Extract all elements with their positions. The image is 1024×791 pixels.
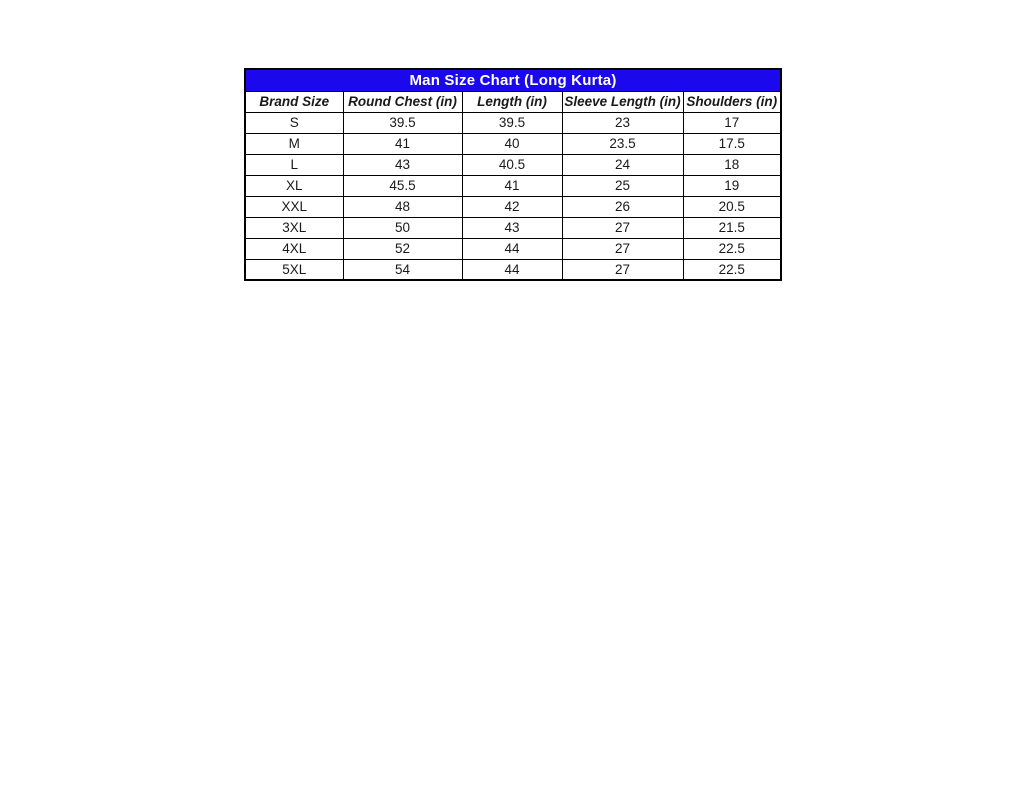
brand-size-cell: S (244, 111, 344, 134)
measurement-cell: 40 (461, 132, 563, 155)
brand-size-cell: XXL (244, 195, 344, 218)
measurement-cell: 22.5 (682, 258, 782, 281)
measurement-cell: 19 (682, 174, 782, 197)
measurement-cell: 17.5 (682, 132, 782, 155)
measurement-cell: 23.5 (561, 132, 684, 155)
table-row: XXL 48 42 26 20.5 (244, 195, 782, 218)
table-row: XL 45.5 41 25 19 (244, 174, 782, 197)
brand-size-cell: 5XL (244, 258, 344, 281)
brand-size-cell: XL (244, 174, 344, 197)
measurement-cell: 24 (561, 153, 684, 176)
table-body: S 39.5 39.5 23 17 M 41 40 23.5 17.5 L 43 40.5 24 18 XL 4… (244, 111, 782, 281)
column-header: Length (in) (461, 90, 563, 113)
table-row: L 43 40.5 24 18 (244, 153, 782, 176)
measurement-cell: 39.5 (342, 111, 463, 134)
size-chart-table: Man Size Chart (Long Kurta) Brand Size Ro… (244, 68, 783, 281)
table-row: 5XL 54 44 27 22.5 (244, 258, 782, 281)
brand-size-cell: 4XL (244, 237, 344, 260)
measurement-cell: 48 (342, 195, 463, 218)
measurement-cell: 52 (342, 237, 463, 260)
table-header-row: Brand Size Round Chest (in) Length (in) Sle… (244, 90, 782, 113)
measurement-cell: 41 (461, 174, 563, 197)
column-header: Round Chest (in) (342, 90, 463, 113)
measurement-cell: 44 (461, 258, 563, 281)
measurement-cell: 18 (682, 153, 782, 176)
measurement-cell: 17 (682, 111, 782, 134)
measurement-cell: 44 (461, 237, 563, 260)
measurement-cell: 23 (561, 111, 684, 134)
measurement-cell: 20.5 (682, 195, 782, 218)
column-header: Sleeve Length (in) (561, 90, 684, 113)
measurement-cell: 50 (342, 216, 463, 239)
measurement-cell: 25 (561, 174, 684, 197)
table-row: M 41 40 23.5 17.5 (244, 132, 782, 155)
measurement-cell: 21.5 (682, 216, 782, 239)
measurement-cell: 42 (461, 195, 563, 218)
measurement-cell: 43 (461, 216, 563, 239)
title-row: Man Size Chart (Long Kurta) (244, 68, 782, 92)
measurement-cell: 27 (561, 216, 684, 239)
measurement-cell: 54 (342, 258, 463, 281)
column-header: Shoulders (in) (682, 90, 782, 113)
brand-size-cell: 3XL (244, 216, 344, 239)
brand-size-cell: L (244, 153, 344, 176)
measurement-cell: 27 (561, 258, 684, 281)
column-header: Brand Size (244, 90, 344, 113)
table-row: 3XL 50 43 27 21.5 (244, 216, 782, 239)
measurement-cell: 22.5 (682, 237, 782, 260)
measurement-cell: 40.5 (461, 153, 563, 176)
measurement-cell: 27 (561, 237, 684, 260)
table-row: 4XL 52 44 27 22.5 (244, 237, 782, 260)
chart-title: Man Size Chart (Long Kurta) (244, 68, 782, 92)
measurement-cell: 41 (342, 132, 463, 155)
measurement-cell: 26 (561, 195, 684, 218)
measurement-cell: 43 (342, 153, 463, 176)
measurement-cell: 45.5 (342, 174, 463, 197)
measurement-cell: 39.5 (461, 111, 563, 134)
brand-size-cell: M (244, 132, 344, 155)
table-row: S 39.5 39.5 23 17 (244, 111, 782, 134)
